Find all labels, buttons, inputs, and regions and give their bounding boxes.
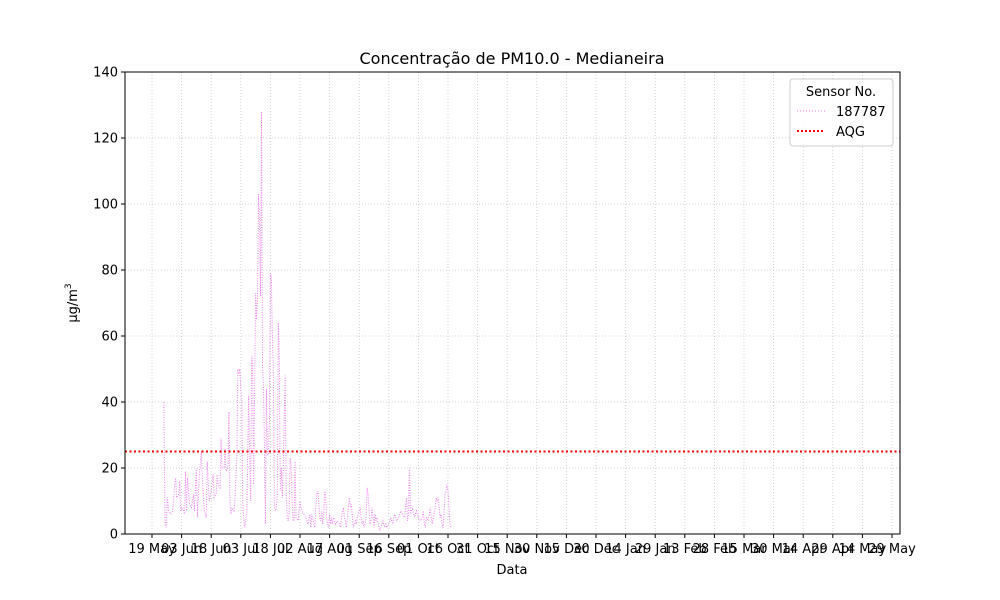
x-tick-label: 30 Dec — [573, 542, 619, 557]
y-axis-title: µg/m3 — [64, 283, 81, 322]
legend-title: Sensor No. — [806, 85, 876, 100]
x-tick-label: 14 Jan — [605, 542, 646, 557]
legend-box — [789, 78, 894, 147]
x-tick-label: 01 Oct — [397, 542, 440, 557]
x-tick-label: 13 Feb — [663, 542, 707, 557]
x-tick-label: 19 May — [128, 542, 176, 557]
series-layer — [125, 111, 900, 533]
chart-title: Concentração de PM10.0 - Medianeira — [360, 49, 665, 68]
x-tick-label: 28 Feb — [693, 542, 737, 557]
x-tick-label: 16 Sep — [366, 542, 411, 557]
y-tick-label: 40 — [101, 396, 118, 411]
x-tick-label: 31 Oct — [456, 542, 499, 557]
y-tick-label: 0 — [110, 528, 118, 543]
y-tick-label: 120 — [93, 132, 118, 147]
x-tick-label: 15 Nov — [484, 542, 530, 557]
x-tick-label: 14 Apr — [782, 542, 826, 557]
grid — [125, 71, 900, 535]
y-tick-label: 100 — [93, 198, 118, 213]
x-tick-label: 14 May — [839, 542, 887, 557]
y-tick-label: 80 — [101, 264, 118, 279]
x-tick-label: 17 Aug — [307, 542, 353, 557]
x-tick-label: 29 Apr — [811, 542, 855, 557]
x-tick-label: 29 Jan — [635, 542, 676, 557]
legend-label-aqg: AQG — [836, 125, 865, 140]
y-tick-label: 140 — [93, 66, 118, 81]
y-axis: 0 20 40 60 80 100 120 140 — [93, 66, 125, 543]
x-tick-label: 30 Mar — [751, 542, 797, 557]
legend: Sensor No. 187787 AQG — [789, 78, 894, 147]
x-tick-label: 02 Aug — [277, 542, 323, 557]
x-tick-label: 15 Mar — [721, 542, 767, 557]
y-tick-label: 60 — [101, 330, 118, 345]
x-tick-label: 29 May — [868, 542, 916, 557]
x-tick-label: 30 Nov — [514, 542, 560, 557]
x-tick-label: 15 Dec — [543, 542, 589, 557]
y-tick-label: 20 — [101, 462, 118, 477]
x-axis-title: Data — [496, 563, 527, 578]
plot-area-frame — [124, 71, 901, 535]
legend-label-187787: 187787 — [836, 105, 886, 120]
x-tick-label: 16 Oct — [426, 542, 469, 557]
x-tick-label: 01 Sep — [337, 542, 382, 557]
x-tick-label: 03 Jul — [223, 542, 259, 557]
x-tick-label: 18 Jun — [191, 542, 232, 557]
x-tick-label: 03 Jun — [161, 542, 202, 557]
x-tick-label: 18 Jul — [252, 542, 288, 557]
